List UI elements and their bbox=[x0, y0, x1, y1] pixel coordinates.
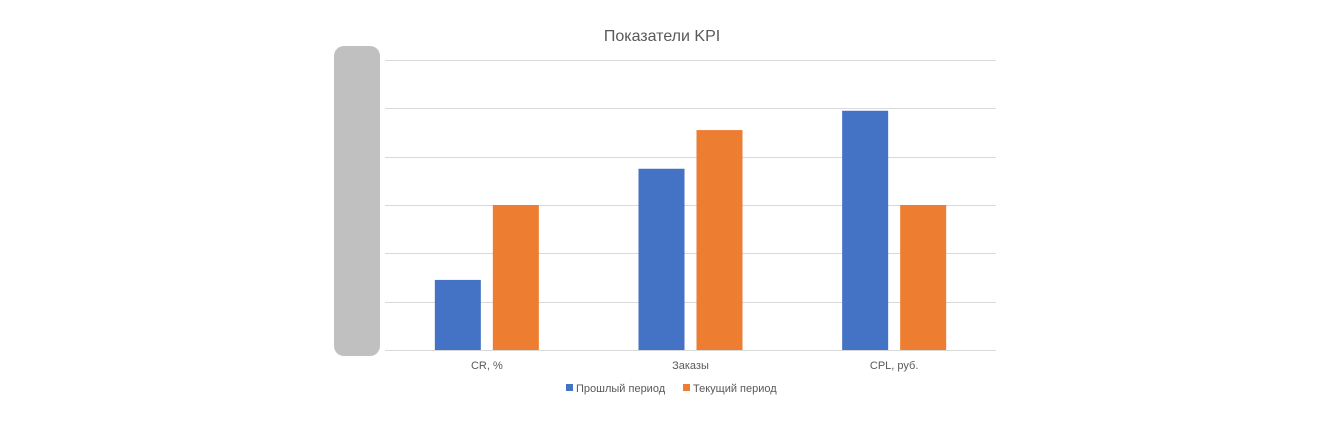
legend-label-previous: Прошлый период bbox=[576, 383, 666, 395]
legend-swatch-previous bbox=[566, 384, 573, 391]
bar-previous-2 bbox=[842, 110, 889, 350]
x-tick-label-1: Заказы bbox=[672, 360, 709, 372]
x-tick-label-2: CPL, руб. bbox=[870, 360, 919, 372]
bar-current-2 bbox=[900, 205, 947, 350]
y-axis-cover bbox=[334, 46, 380, 356]
legend: Прошлый период Текущий период bbox=[566, 383, 777, 395]
bar-previous-0 bbox=[434, 279, 481, 350]
bar-current-1 bbox=[696, 130, 743, 350]
bar-current-0 bbox=[492, 205, 539, 350]
x-axis: CR, % Заказы CPL, руб. bbox=[385, 350, 996, 372]
legend-label-current: Текущий период bbox=[693, 383, 777, 395]
legend-swatch-current bbox=[683, 384, 690, 391]
x-tick-label-0: CR, % bbox=[471, 360, 503, 372]
bar-previous-1 bbox=[638, 168, 685, 350]
chart-title: Показатели KPI bbox=[604, 28, 720, 45]
gridlines bbox=[385, 60, 996, 303]
bars bbox=[434, 110, 947, 350]
